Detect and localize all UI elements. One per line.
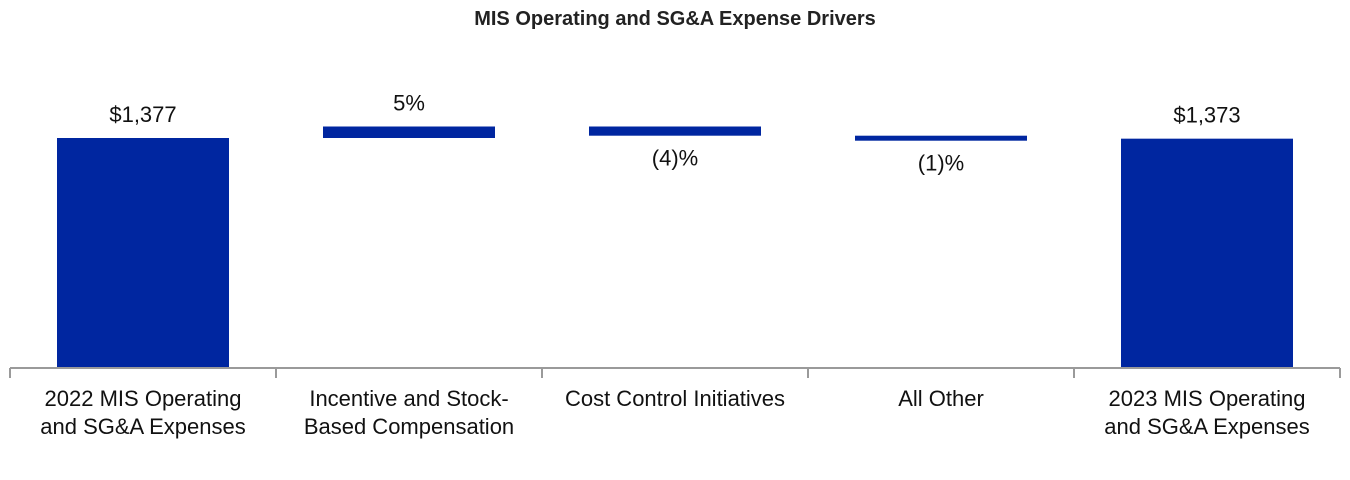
category-label-line: 2023 MIS Operating <box>1108 386 1306 411</box>
category-label-line: 2022 MIS Operating <box>44 386 242 411</box>
category-label-line: Cost Control Initiatives <box>564 386 786 411</box>
category-label-line: Incentive and Stock- <box>309 386 509 411</box>
data-label-4: (1)% <box>918 151 964 176</box>
category-label-line: All Other <box>898 386 984 411</box>
bar-4 <box>855 135 1027 141</box>
data-labels-layer: $1,377 5% (4)% (1)% $1,373 <box>109 91 1240 176</box>
bars-layer <box>57 126 1293 368</box>
chart-title: MIS Operating and SG&A Expense Drivers <box>474 8 876 30</box>
data-label-2: 5% <box>393 91 425 116</box>
bar-3 <box>589 126 761 136</box>
bar-1 <box>57 138 229 368</box>
data-label-1: $1,377 <box>109 102 176 127</box>
category-label-line: and SG&A Expenses <box>1104 414 1310 439</box>
category-label-3: Cost Control Initiatives <box>544 385 806 413</box>
category-label-5: 2023 MIS Operating and SG&A Expenses <box>1076 385 1338 441</box>
data-label-3: (4)% <box>652 146 698 171</box>
category-label-1: 2022 MIS Operating and SG&A Expenses <box>12 385 274 441</box>
category-label-line: Based Compensation <box>303 414 515 439</box>
category-label-4: All Other <box>810 385 1072 413</box>
category-label-line: and SG&A Expenses <box>40 414 246 439</box>
bar-5 <box>1121 138 1293 368</box>
category-label-2: Incentive and Stock- Based Compensation <box>278 385 540 441</box>
x-axis <box>9 367 1341 378</box>
data-label-5: $1,373 <box>1173 103 1240 128</box>
bar-2 <box>323 126 495 138</box>
